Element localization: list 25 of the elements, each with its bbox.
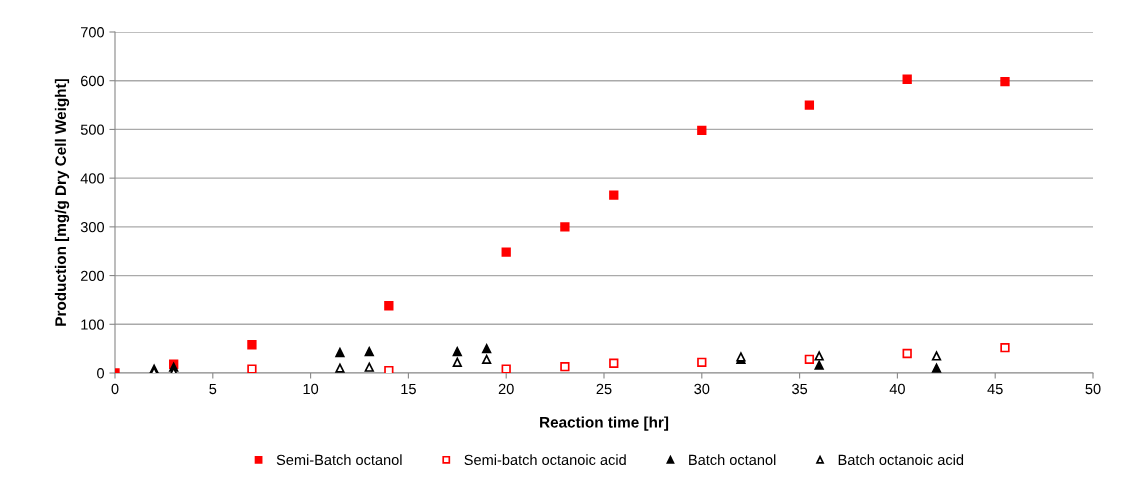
x-tick-label: 45 <box>987 383 1003 395</box>
y-tick-label: 500 <box>80 124 105 135</box>
y-tick-label: 200 <box>80 270 105 281</box>
legend-label: Batch octanol <box>689 454 776 466</box>
x-tick-label: 5 <box>209 383 217 395</box>
x-axis-title: Reaction time [hr] <box>540 416 669 431</box>
y-tick-label: 700 <box>81 27 105 38</box>
y-tick-label: 0 <box>97 368 105 379</box>
legend-label: Semi-Batch octanol <box>276 454 402 466</box>
y-axis-title: Production [mg/g Dry Cell Weight] <box>54 79 70 326</box>
x-tick-label: 35 <box>792 383 808 395</box>
x-tick-label: 20 <box>498 383 514 395</box>
y-tick-label: 400 <box>80 173 105 184</box>
x-tick-label: 15 <box>401 383 416 395</box>
x-tick-label: 30 <box>694 383 710 395</box>
x-tick-label: 40 <box>889 383 905 395</box>
y-tick-label: 300 <box>80 221 105 233</box>
x-tick-label: 0 <box>111 383 119 395</box>
legend-label: Batch octanoic acid <box>838 454 964 466</box>
x-tick-label: 50 <box>1085 383 1101 395</box>
y-tick-label: 600 <box>80 75 105 87</box>
x-tick-label: 10 <box>303 383 319 395</box>
legend-label: Semi-batch octanoic acid <box>464 454 626 466</box>
x-tick-label: 25 <box>596 383 612 395</box>
y-tick-label: 100 <box>81 319 105 330</box>
